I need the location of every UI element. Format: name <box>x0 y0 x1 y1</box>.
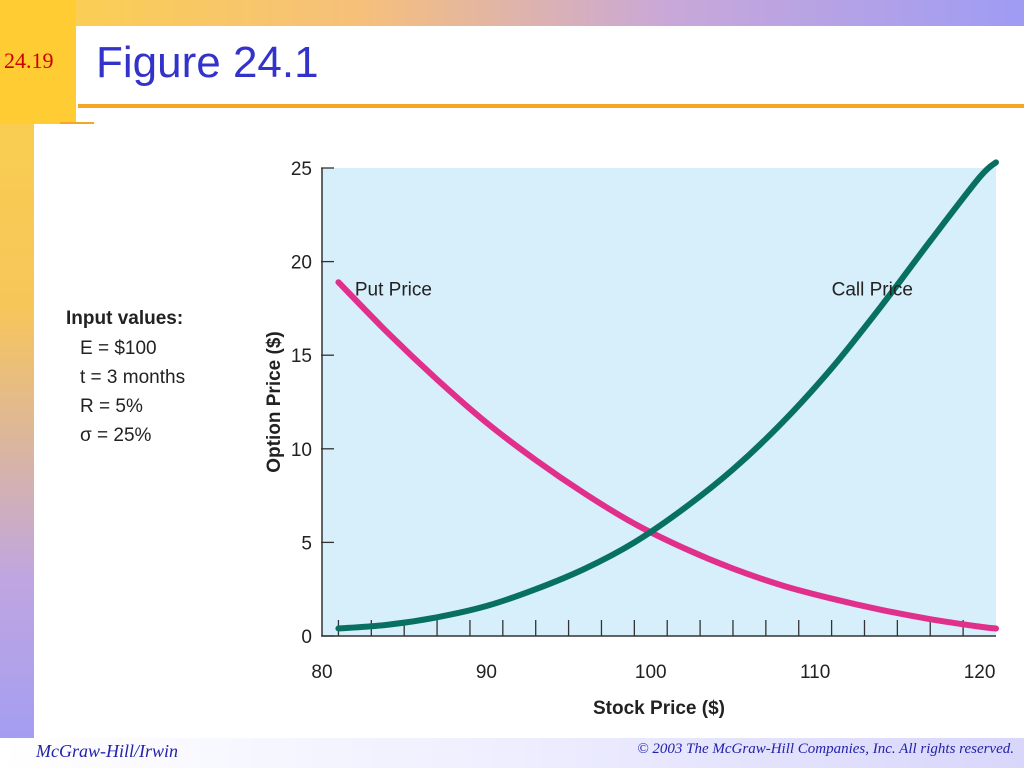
y-tick-label: 25 <box>291 159 312 180</box>
title-underline <box>78 104 1024 108</box>
title-area <box>78 27 1024 105</box>
x-tick-label: 110 <box>800 662 830 683</box>
x-axis-label: Stock Price ($) <box>593 698 725 719</box>
call-price-line <box>335 159 999 632</box>
plot-background <box>322 168 996 636</box>
title-underline-accent <box>60 122 94 124</box>
y-tick-label: 15 <box>291 346 312 367</box>
input-line: E = $100 <box>80 338 157 359</box>
input-values-heading: Input values: <box>66 308 184 329</box>
put-price-label: Put Price <box>355 279 432 300</box>
footer-band <box>0 738 1024 768</box>
y-tick-label: 0 <box>301 627 312 648</box>
top-gradient-band <box>0 0 1024 26</box>
x-tick-label: 80 <box>311 662 332 683</box>
y-tick-label: 5 <box>301 533 312 554</box>
page-title: Figure 24.1 <box>96 38 319 87</box>
slide-number-box <box>0 0 76 124</box>
call-price-label: Call Price <box>832 279 913 300</box>
y-tick-label: 20 <box>291 253 312 274</box>
option-price-chart: 0 5 10 15 20 25 80 90 100 110 120 Stock Price ($) Op… <box>264 159 999 719</box>
left-gradient-band <box>0 0 34 768</box>
input-line: R = 5% <box>80 396 143 417</box>
put-price-line <box>335 279 999 632</box>
x-tick-label: 100 <box>635 662 667 683</box>
slide-number: 24.19 <box>4 48 54 73</box>
y-tick-label: 10 <box>291 440 312 461</box>
footer-copyright: © 2003 The McGraw-Hill Companies, Inc. A… <box>637 741 1014 757</box>
y-axis-label: Option Price ($) <box>264 331 285 472</box>
x-tick-label: 90 <box>476 662 497 683</box>
x-tick-label: 120 <box>964 662 996 683</box>
footer-publisher: McGraw-Hill/Irwin <box>36 741 178 761</box>
input-values-box: Input values: E = $100 t = 3 months R = … <box>66 308 226 454</box>
input-line: σ = 25% <box>80 425 152 446</box>
input-line: t = 3 months <box>80 367 186 388</box>
